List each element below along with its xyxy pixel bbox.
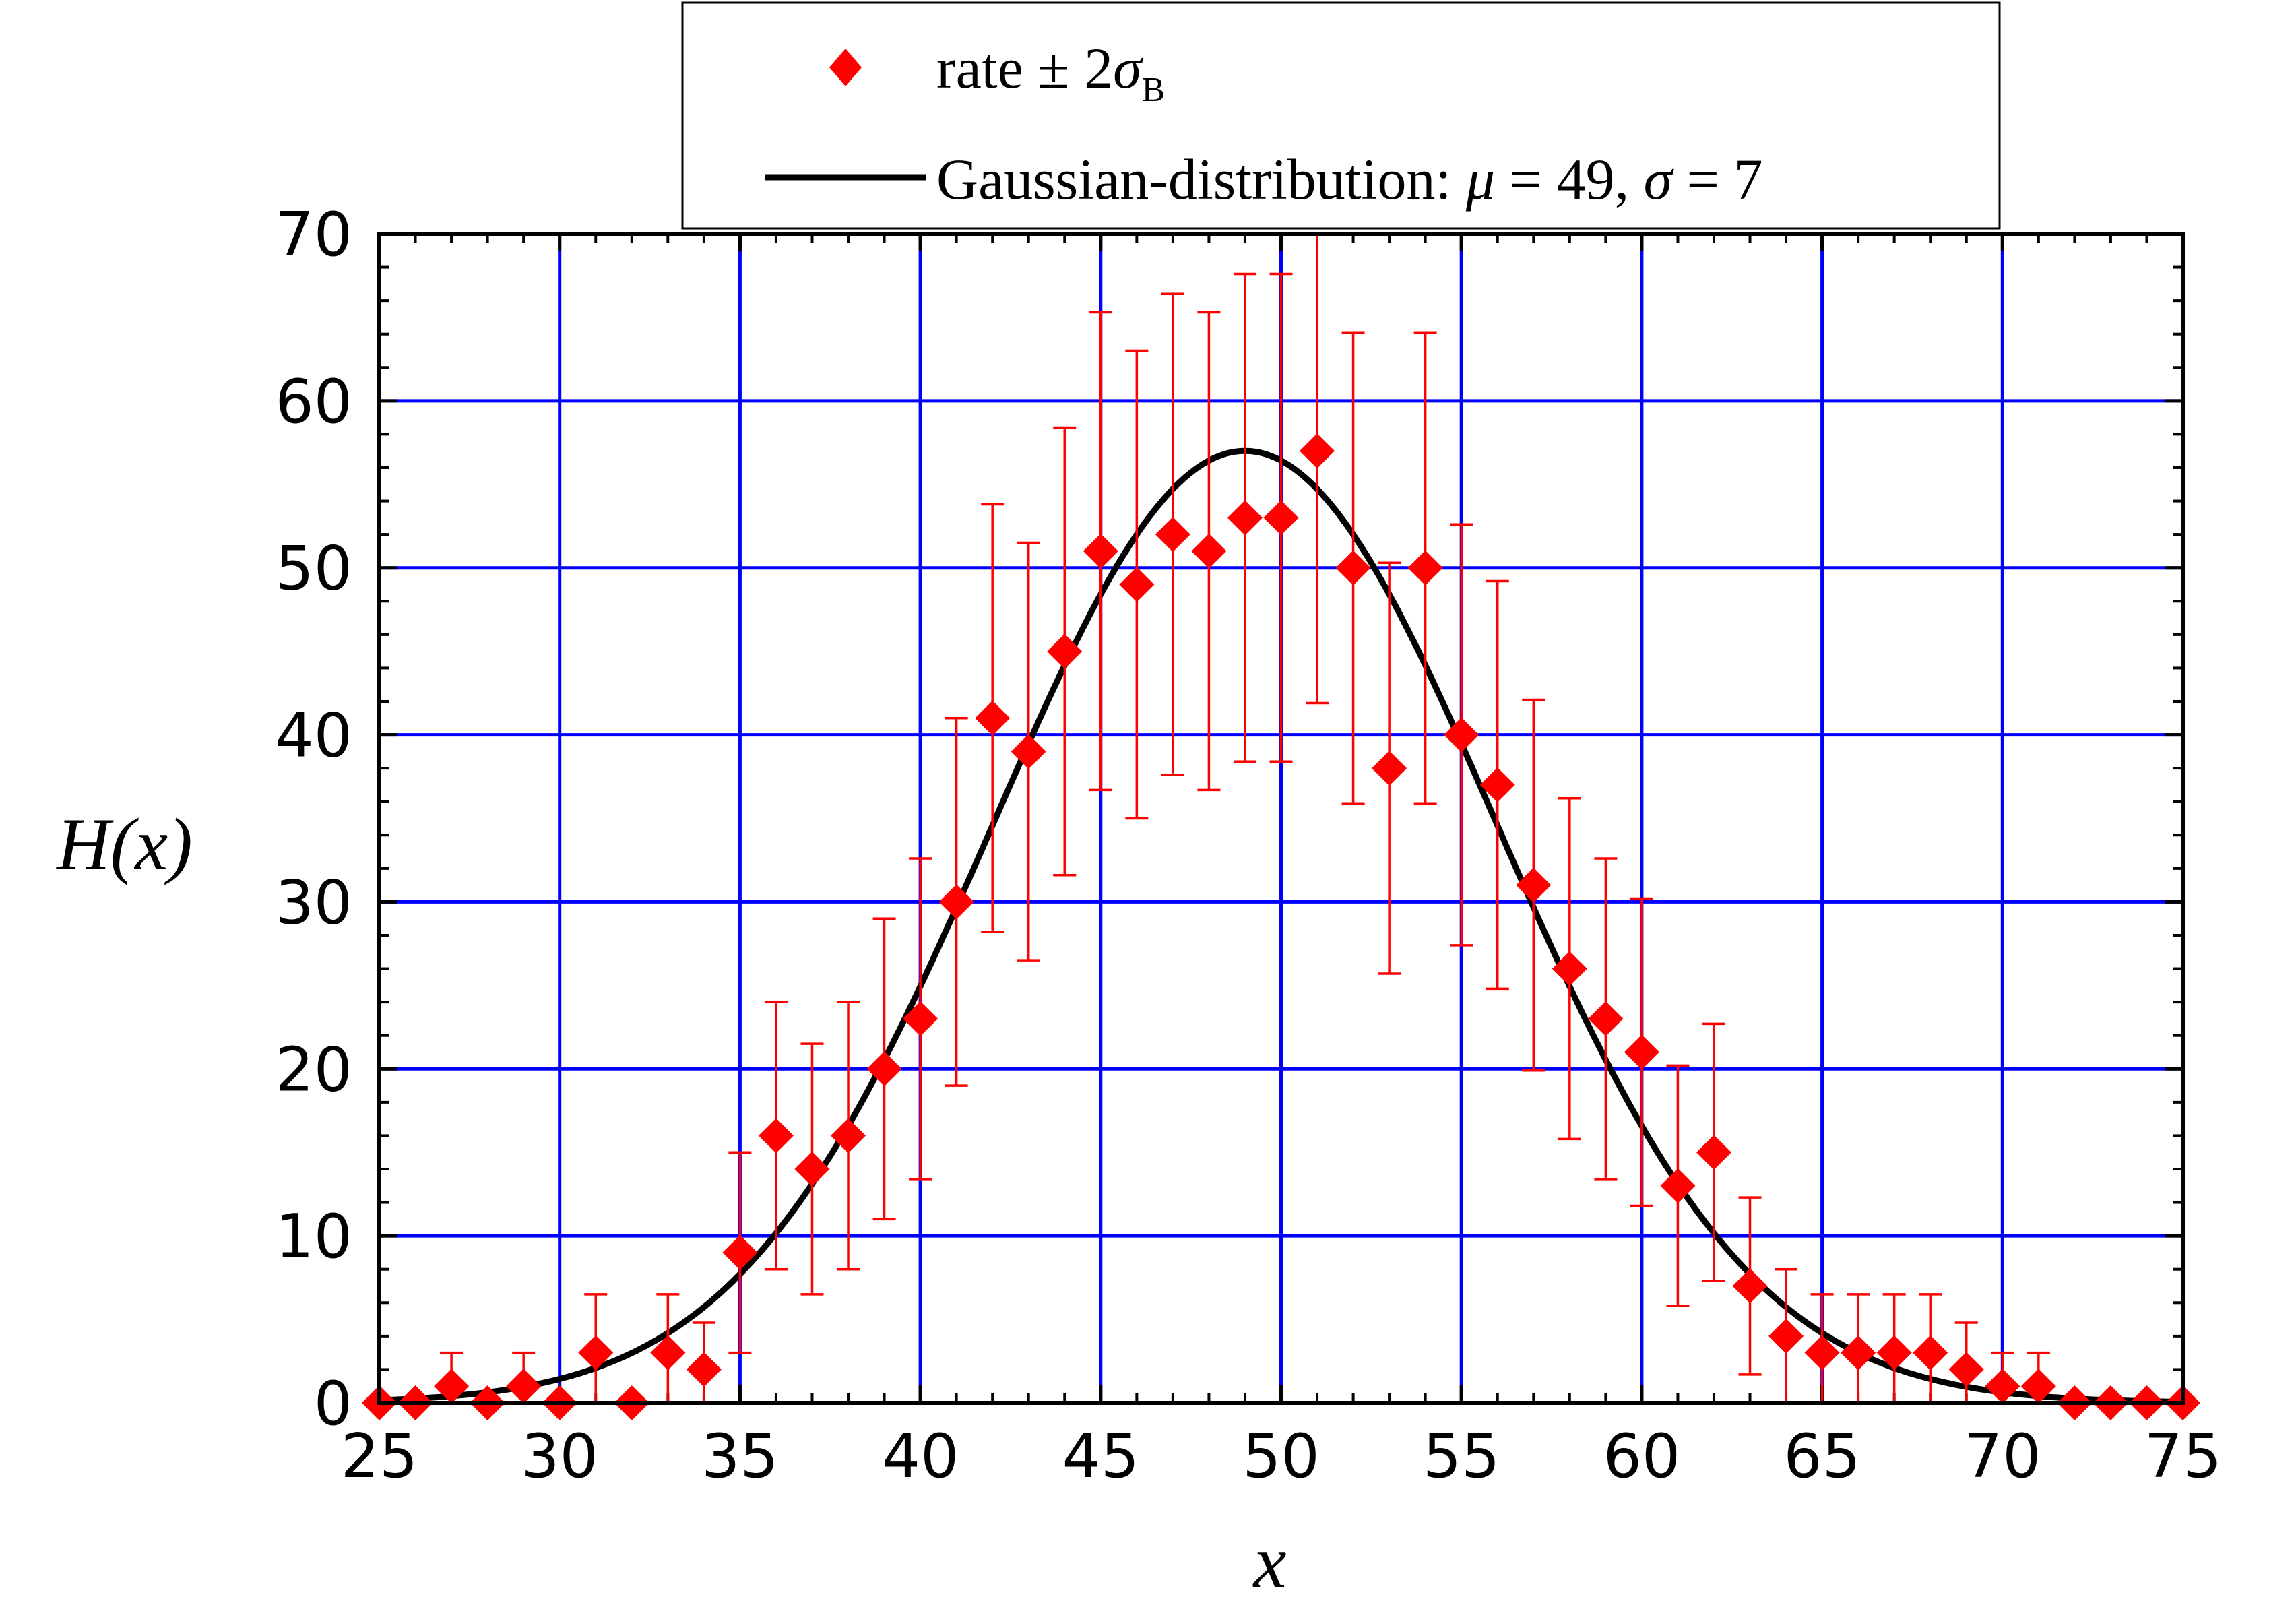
y-tick-label: 40 xyxy=(275,701,352,772)
data-point xyxy=(434,1369,470,1404)
data-point xyxy=(1624,1034,1659,1070)
legend-points-marker xyxy=(829,49,862,86)
x-tick-label: 75 xyxy=(2144,1421,2222,1492)
data-point xyxy=(1407,550,1443,586)
y-tick-label: 50 xyxy=(275,534,352,604)
legend-mu-value: = 49, xyxy=(1495,147,1644,212)
data-point xyxy=(1011,734,1046,769)
legend-points-label: rate ± 2 xyxy=(936,36,1113,100)
data-point xyxy=(1227,500,1263,536)
data-point xyxy=(650,1335,686,1371)
legend-box xyxy=(681,1,2001,230)
data-point xyxy=(938,884,974,920)
data-point xyxy=(506,1369,542,1404)
data-point xyxy=(1335,550,1371,586)
y-axis-title: H(x) xyxy=(55,803,193,885)
data-point xyxy=(578,1335,614,1371)
data-point xyxy=(1841,1335,1876,1371)
data-point xyxy=(686,1352,722,1387)
legend-curve-entry: Gaussian-distribution: μ = 49, σ = 7 xyxy=(936,147,1763,212)
x-tick-label: 50 xyxy=(1242,1421,1320,1492)
x-tick-label: 25 xyxy=(341,1421,418,1492)
data-point xyxy=(1119,567,1155,602)
data-point xyxy=(1696,1135,1731,1170)
data-point xyxy=(794,1152,830,1187)
data-point xyxy=(722,1234,758,1270)
y-tick-label: 70 xyxy=(275,199,352,270)
data-point xyxy=(758,1118,794,1154)
tick-labels: 25 30 35 40 45 50 55 60 65 70 75 0 10 20 30 40 50 60 70 xyxy=(275,199,2221,1492)
data-point xyxy=(1732,1268,1768,1304)
legend-points-entry: rate ± 2σB xyxy=(936,36,1165,109)
y-tick-label: 0 xyxy=(314,1369,352,1439)
data-point xyxy=(1660,1168,1696,1203)
y-tick-label: 10 xyxy=(275,1201,352,1272)
legend-mu-symbol: μ xyxy=(1465,147,1495,212)
data-point xyxy=(831,1118,866,1154)
data-point xyxy=(1588,1001,1624,1036)
data-point xyxy=(1444,717,1479,753)
y-tick-label: 60 xyxy=(275,367,352,437)
data-point xyxy=(975,700,1011,736)
x-tick-label: 40 xyxy=(882,1421,959,1492)
x-axis-title: x xyxy=(1252,1521,1287,1603)
data-point xyxy=(1479,767,1515,803)
data-point xyxy=(1913,1335,1948,1371)
data-point xyxy=(1083,533,1118,569)
data-point xyxy=(1804,1335,1840,1371)
data-point xyxy=(1985,1369,2020,1404)
legend-points-subscript: B xyxy=(1142,71,1166,109)
x-tick-label: 60 xyxy=(1603,1421,1681,1492)
x-tick-label: 45 xyxy=(1062,1421,1140,1492)
legend-curve-label: Gaussian-distribution: xyxy=(936,147,1466,212)
legend-points-symbol: σ xyxy=(1113,36,1144,100)
legend-sigma-value: = 7 xyxy=(1672,147,1763,212)
data-point xyxy=(1948,1352,1984,1387)
data-point xyxy=(1552,951,1587,986)
data-point xyxy=(1047,633,1083,669)
legend: rate ± 2σB Gaussian-distribution: μ = 49… xyxy=(681,1,2001,230)
data-point xyxy=(1876,1335,1912,1371)
x-tick-label: 55 xyxy=(1423,1421,1500,1492)
data-point xyxy=(1516,867,1552,903)
data-point xyxy=(2020,1369,2056,1404)
data-point xyxy=(866,1051,902,1087)
data-point xyxy=(1263,500,1299,536)
data-point xyxy=(1300,433,1335,469)
y-tick-label: 30 xyxy=(275,867,352,938)
x-tick-label: 35 xyxy=(701,1421,779,1492)
data-point xyxy=(1155,517,1190,553)
data-point xyxy=(903,1001,938,1036)
data-point xyxy=(1372,751,1407,786)
plot-frame xyxy=(377,232,2185,1405)
x-tick-label: 30 xyxy=(521,1421,598,1492)
data-point xyxy=(1768,1318,1804,1354)
legend-sigma-symbol: σ xyxy=(1644,147,1675,212)
y-tick-label: 20 xyxy=(275,1034,352,1105)
x-tick-label: 65 xyxy=(1783,1421,1861,1492)
x-tick-label: 70 xyxy=(1964,1421,2041,1492)
data-point xyxy=(1191,533,1227,569)
